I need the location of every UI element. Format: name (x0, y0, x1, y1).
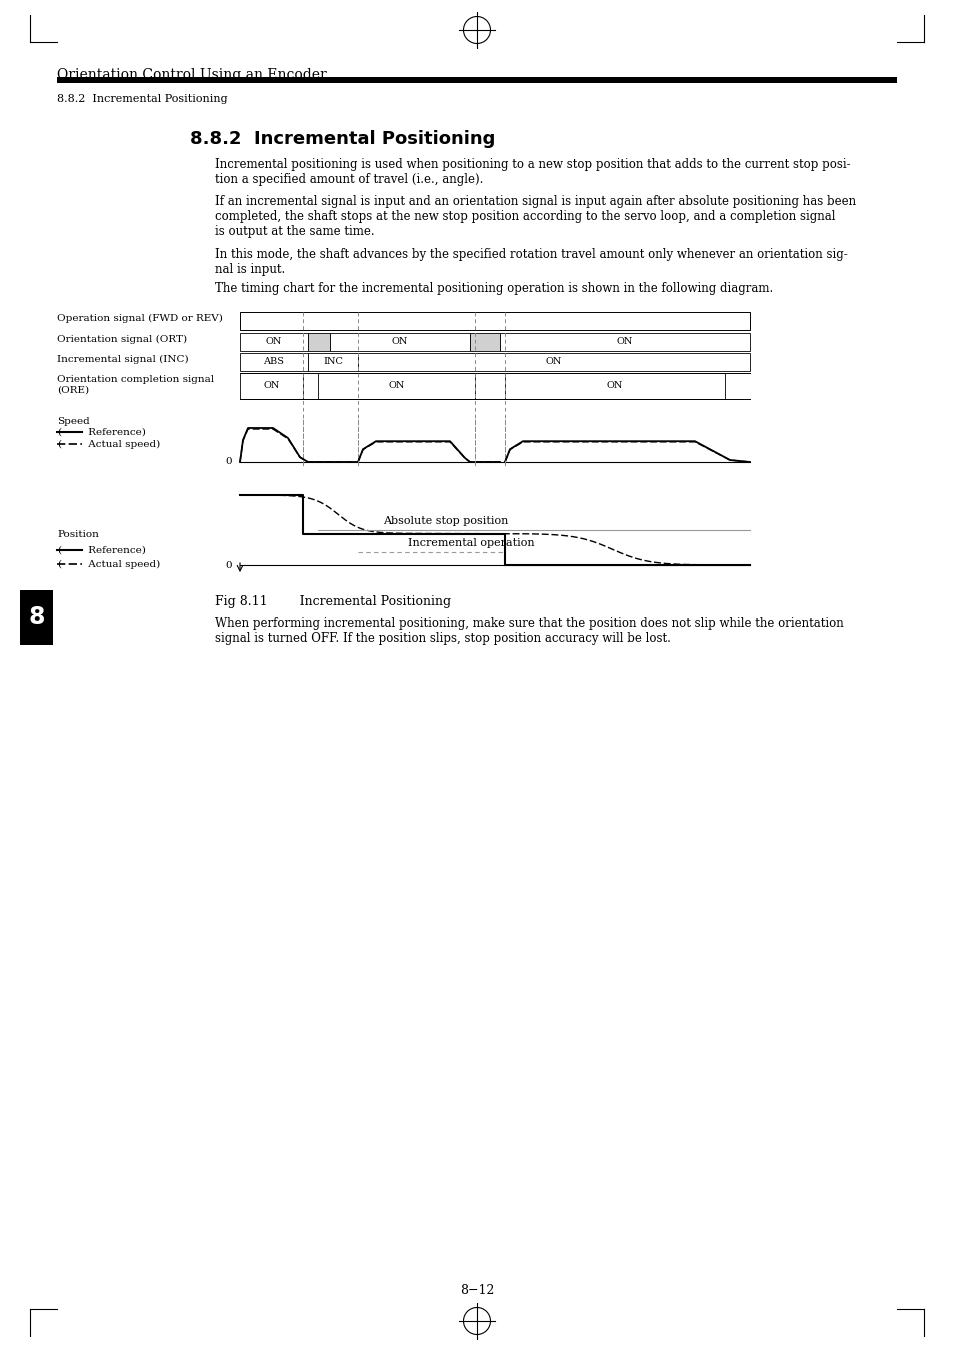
Text: ON: ON (266, 338, 282, 346)
Text: In this mode, the shaft advances by the specified rotation travel amount only wh: In this mode, the shaft advances by the … (214, 249, 847, 276)
Text: ON: ON (392, 338, 408, 346)
Text: ON: ON (545, 358, 561, 366)
Text: ON: ON (617, 338, 633, 346)
Bar (240, 332, 308, 351)
Bar (20, 590, 53, 644)
Text: Incremental operation: Incremental operation (408, 539, 534, 549)
Text: Orientation completion signal
(ORE): Orientation completion signal (ORE) (57, 376, 213, 394)
Bar (499, 332, 749, 351)
Text: Operation signal (FWD or REV): Operation signal (FWD or REV) (57, 313, 223, 323)
Text: 8−12: 8−12 (459, 1285, 494, 1297)
Text: (: ( (57, 546, 61, 554)
Text: The timing chart for the incremental positioning operation is shown in the follo: The timing chart for the incremental pos… (214, 282, 773, 295)
Bar (57, 77, 896, 82)
Bar (240, 312, 749, 330)
Text: Actual speed): Actual speed) (85, 439, 160, 449)
Text: 8: 8 (29, 605, 45, 630)
Text: 0: 0 (225, 561, 232, 570)
Text: Speed: Speed (57, 417, 90, 426)
Bar (240, 353, 308, 372)
Text: 0: 0 (225, 458, 232, 466)
Text: Orientation signal (ORT): Orientation signal (ORT) (57, 335, 187, 345)
Text: Absolute stop position: Absolute stop position (382, 516, 508, 526)
Text: (: ( (57, 559, 61, 569)
Bar (330, 332, 470, 351)
Text: Actual speed): Actual speed) (85, 559, 160, 569)
Text: Orientation Control Using an Encoder: Orientation Control Using an Encoder (57, 68, 327, 82)
Bar (240, 373, 303, 399)
Bar (357, 353, 749, 372)
Text: Incremental signal (INC): Incremental signal (INC) (57, 355, 189, 365)
Text: 8.8.2  Incremental Positioning: 8.8.2 Incremental Positioning (190, 130, 495, 149)
Text: ON: ON (388, 381, 404, 390)
Text: ON: ON (263, 381, 279, 390)
Text: Reference): Reference) (85, 427, 146, 436)
Text: Position: Position (57, 530, 99, 539)
Bar (308, 332, 330, 351)
Text: Fig 8.11        Incremental Positioning: Fig 8.11 Incremental Positioning (214, 594, 451, 608)
Text: Incremental positioning is used when positioning to a new stop position that add: Incremental positioning is used when pos… (214, 158, 850, 186)
Text: ABS: ABS (263, 358, 284, 366)
Text: INC: INC (323, 358, 342, 366)
Text: 8.8.2  Incremental Positioning: 8.8.2 Incremental Positioning (57, 95, 228, 104)
Text: If an incremental signal is input and an orientation signal is input again after: If an incremental signal is input and an… (214, 195, 855, 238)
Bar (317, 373, 475, 399)
Bar (504, 373, 724, 399)
Bar (470, 332, 499, 351)
Text: (: ( (57, 427, 61, 436)
Text: ON: ON (606, 381, 622, 390)
Text: (: ( (57, 439, 61, 449)
Bar (308, 353, 357, 372)
Text: When performing incremental positioning, make sure that the position does not sl: When performing incremental positioning,… (214, 617, 842, 644)
Text: Reference): Reference) (85, 546, 146, 554)
